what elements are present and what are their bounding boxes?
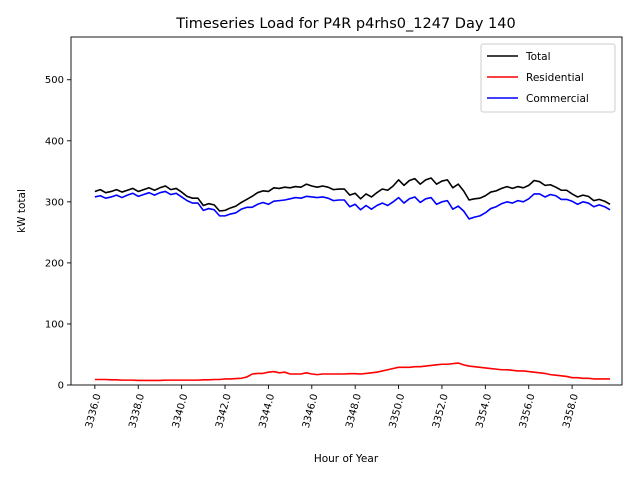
chart-title: Timeseries Load for P4R p4rhs0_1247 Day … (175, 16, 515, 32)
y-tick-label: 500 (45, 75, 64, 86)
y-tick-label: 200 (45, 258, 64, 269)
axes-frame (70, 36, 623, 386)
legend-label-total: Total (525, 51, 551, 63)
y-axis-ticks: 0 100 200 300 400 500 (45, 75, 71, 392)
series-line-total (94, 177, 611, 212)
series-layer (94, 177, 611, 382)
y-tick-label: 400 (45, 136, 64, 147)
legend-box (480, 43, 616, 113)
legend-label-residential: Residential (526, 72, 584, 84)
y-tick-label: 300 (45, 197, 64, 208)
y-axis-label: kW total (16, 189, 28, 233)
y-tick-label: 0 (58, 381, 64, 392)
y-tick-label: 100 (45, 319, 64, 330)
legend-label-commercial: Commercial (526, 93, 589, 105)
x-axis-label: Hour of Year (314, 453, 379, 465)
series-line-commercial (94, 190, 611, 220)
series-line-residential (94, 362, 611, 382)
legend: Total Residential Commercial (480, 43, 616, 113)
